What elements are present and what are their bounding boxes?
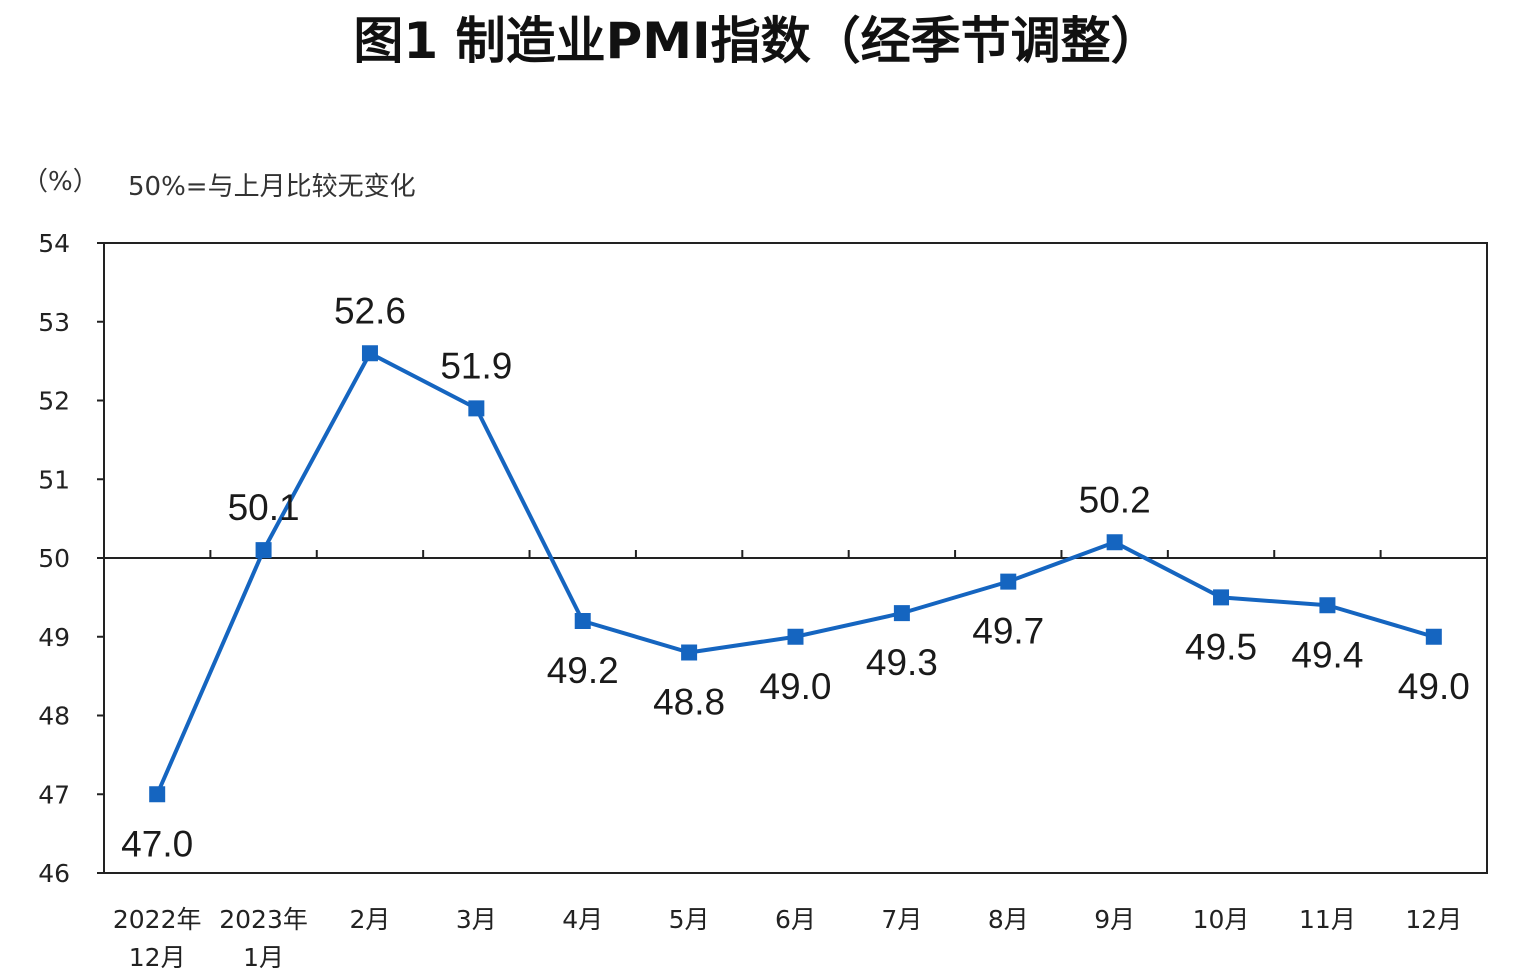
data-value-label: 49.7 (972, 611, 1044, 652)
x-tick-label-line: 9月 (1094, 905, 1135, 934)
x-tick-label: 3月 (456, 905, 497, 934)
data-value-label: 49.0 (1398, 666, 1470, 707)
series-line (155, 351, 1435, 796)
x-tick-label: 8月 (988, 905, 1029, 934)
reference-note: 50%=与上月比较无变化 (128, 172, 416, 202)
data-value-label: 50.2 (1079, 479, 1151, 520)
x-axis: 2022年 12月 2023年 1月 2月 3月 4月 5月 6月 7月 8月 9月 10月 11月 12月 (113, 905, 1462, 972)
x-tick-label-line: 12月 (1405, 905, 1462, 934)
data-point-marker (149, 786, 166, 803)
data-point-marker (1319, 597, 1336, 614)
data-labels: 47.0 50.1 52.6 51.9 49.2 48.8 49.0 49.3 49.7 50.2… (121, 290, 1470, 864)
data-point-marker (255, 542, 272, 559)
x-tick-label: 2022年 12月 (113, 905, 202, 972)
x-tick-label: 11月 (1299, 905, 1356, 934)
data-point-marker (468, 400, 485, 417)
data-value-label: 51.9 (440, 345, 512, 386)
x-tick-label-line: 12月 (129, 943, 186, 972)
x-tick-label: 9月 (1094, 905, 1135, 934)
x-tick-label-line: 10月 (1193, 905, 1250, 934)
x-tick-label-line: 2022年 (113, 905, 202, 934)
data-value-label: 49.0 (759, 666, 831, 707)
data-point-marker (574, 613, 591, 629)
data-point-marker (361, 345, 378, 362)
x-tick-label: 4月 (562, 905, 603, 934)
x-tick-label-line: 1月 (243, 943, 284, 972)
y-tick-label: 48 (38, 702, 70, 731)
data-value-label: 49.4 (1291, 634, 1363, 675)
data-value-label: 50.1 (228, 487, 300, 528)
data-point-marker (1106, 534, 1123, 551)
x-tick-label: 12月 (1405, 905, 1462, 934)
data-point-marker (1213, 589, 1230, 606)
y-tick-label: 52 (38, 387, 70, 416)
data-point-marker (787, 628, 804, 645)
x-tick-label: 5月 (669, 905, 710, 934)
x-tick-label-line: 4月 (562, 905, 603, 934)
series-pmi (149, 345, 1442, 803)
data-value-label: 49.3 (866, 642, 938, 683)
data-point-marker (893, 605, 910, 622)
y-tick-label: 46 (38, 859, 70, 888)
y-tick-label: 49 (38, 623, 70, 652)
y-tick-label: 47 (38, 780, 70, 809)
x-tick-label-line: 11月 (1299, 905, 1356, 934)
data-value-label: 52.6 (334, 290, 406, 331)
x-tick-label-line: 8月 (988, 905, 1029, 934)
x-tick-label: 10月 (1193, 905, 1250, 934)
y-tick-label: 51 (38, 465, 70, 494)
y-tick-label: 54 (38, 229, 70, 258)
x-tick-label-line: 7月 (881, 905, 922, 934)
data-value-label: 49.5 (1185, 626, 1257, 667)
x-tick-label: 6月 (775, 905, 816, 934)
y-axis: 46 47 48 49 50 51 52 53 54 (38, 229, 104, 888)
chart-title: 图1 制造业PMI指数（经季节调整） (353, 12, 1160, 70)
data-value-label: 48.8 (653, 682, 725, 723)
data-value-label: 49.2 (547, 650, 619, 691)
data-point-marker (681, 644, 698, 661)
data-value-label: 47.0 (121, 823, 193, 864)
x-tick-label-line: 2023年 (219, 905, 308, 934)
x-tick-label-line: 3月 (456, 905, 497, 934)
x-tick-label-line: 6月 (775, 905, 816, 934)
x-tick-label: 7月 (881, 905, 922, 934)
y-tick-label: 50 (38, 544, 70, 573)
x-tick-label: 2023年 1月 (219, 905, 308, 972)
reference-line-group (104, 550, 1487, 559)
data-point-marker (1425, 628, 1442, 645)
x-tick-label-line: 2月 (350, 905, 391, 934)
y-tick-label: 53 (38, 308, 70, 337)
x-tick-label-line: 5月 (669, 905, 710, 934)
x-tick-label: 2月 (350, 905, 391, 934)
data-point-marker (1000, 573, 1017, 590)
y-unit-label: （%） (22, 167, 99, 197)
